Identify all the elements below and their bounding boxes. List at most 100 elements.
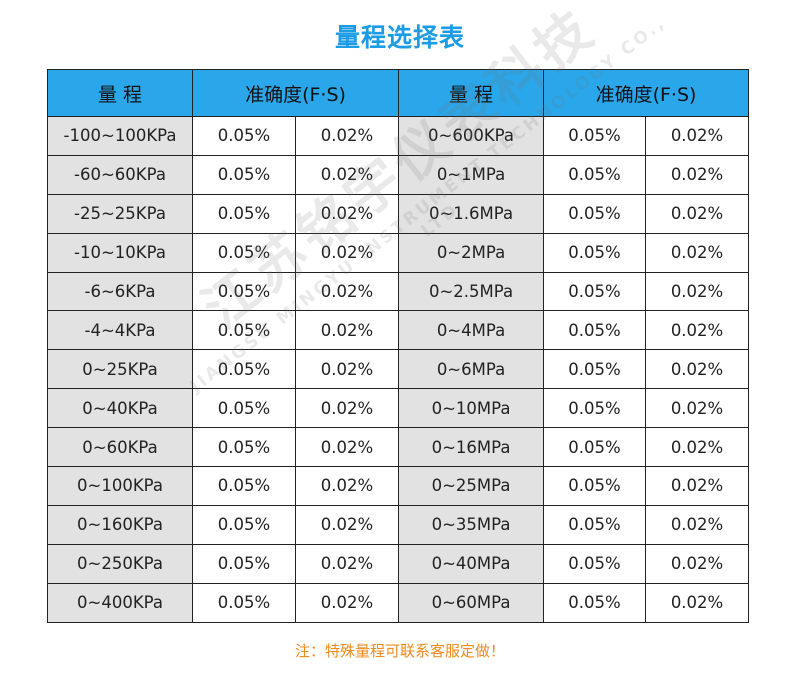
table-row: 0~160KPa 0.05% 0.02% 0~35MPa 0.05% 0.02% (47, 504, 750, 545)
accuracy-cell-left-a: 0.05% (192, 193, 296, 234)
accuracy-cell-right-a: 0.05% (543, 116, 647, 156)
range-cell-left: 0~400KPa (47, 582, 193, 623)
range-cell-left: -25~25KPa (47, 193, 193, 234)
accuracy-cell-right-a: 0.05% (543, 310, 647, 351)
range-cell-right: 0~35MPa (398, 504, 545, 545)
header-accuracy-left: 准确度(F·S) (191, 69, 400, 117)
range-cell-right: 0~1.6MPa (398, 193, 545, 234)
header-range-right: 量 程 (398, 69, 545, 117)
table-row: 0~250KPa 0.05% 0.02% 0~40MPa 0.05% 0.02% (47, 543, 750, 584)
accuracy-cell-right-b: 0.02% (645, 310, 750, 351)
accuracy-cell-right-a: 0.05% (543, 582, 647, 623)
range-cell-left: -6~6KPa (47, 271, 193, 312)
range-cell-left: 0~100KPa (47, 466, 193, 506)
accuracy-cell-left-b: 0.02% (294, 154, 400, 195)
accuracy-cell-right-a: 0.05% (543, 504, 647, 545)
range-cell-right: 0~2MPa (398, 232, 545, 273)
accuracy-cell-right-b: 0.02% (645, 271, 750, 312)
accuracy-cell-right-a: 0.05% (543, 232, 647, 273)
page-title: 量程选择表 (334, 23, 465, 52)
accuracy-cell-left-a: 0.05% (192, 427, 296, 468)
accuracy-cell-left-b: 0.02% (294, 271, 400, 312)
range-cell-left: 0~25KPa (47, 349, 193, 390)
range-cell-left: 0~160KPa (47, 504, 193, 545)
accuracy-cell-right-a: 0.05% (543, 543, 647, 584)
range-cell-left: -60~60KPa (47, 154, 193, 195)
table-row: -4~4KPa 0.05% 0.02% 0~4MPa 0.05% 0.02% (47, 310, 750, 351)
accuracy-cell-left-b: 0.02% (294, 427, 400, 468)
accuracy-cell-left-b: 0.02% (294, 504, 400, 545)
accuracy-cell-left-a: 0.05% (192, 582, 296, 623)
accuracy-cell-right-b: 0.02% (645, 193, 750, 234)
accuracy-cell-left-b: 0.02% (294, 388, 400, 429)
accuracy-cell-right-b: 0.02% (645, 349, 750, 390)
table-row: -10~10KPa 0.05% 0.02% 0~2MPa 0.05% 0.02% (47, 232, 750, 273)
accuracy-cell-right-b: 0.02% (645, 154, 750, 195)
range-cell-left: -10~10KPa (47, 232, 193, 273)
accuracy-cell-right-b: 0.02% (645, 466, 750, 506)
header-accuracy-right: 准确度(F·S) (543, 69, 750, 117)
table-row: -6~6KPa 0.05% 0.02% 0~2.5MPa 0.05% 0.02% (47, 271, 750, 312)
range-cell-right: 0~60MPa (398, 582, 545, 623)
range-cell-left: 0~60KPa (47, 427, 193, 468)
accuracy-cell-left-a: 0.05% (192, 232, 296, 273)
accuracy-cell-right-b: 0.02% (645, 582, 750, 623)
range-cell-left: -4~4KPa (47, 310, 193, 351)
table-row: -100~100KPa 0.05% 0.02% 0~600KPa 0.05% 0.02% (47, 116, 750, 156)
accuracy-cell-right-a: 0.05% (543, 193, 647, 234)
accuracy-cell-left-a: 0.05% (192, 310, 296, 351)
table-row: -60~60KPa 0.05% 0.02% 0~1MPa 0.05% 0.02% (47, 154, 750, 195)
table-row: -25~25KPa 0.05% 0.02% 0~1.6MPa 0.05% 0.02% (47, 193, 750, 234)
range-cell-right: 0~10MPa (398, 388, 545, 429)
range-cell-right: 0~6MPa (398, 349, 545, 390)
table-header-row: 量 程 准确度(F·S) 量 程 准确度(F·S) (47, 69, 750, 117)
range-cell-right: 0~25MPa (398, 466, 545, 506)
accuracy-cell-left-b: 0.02% (294, 582, 400, 623)
range-cell-right: 0~600KPa (398, 116, 545, 156)
accuracy-cell-left-b: 0.02% (294, 310, 400, 351)
accuracy-cell-left-b: 0.02% (294, 349, 400, 390)
accuracy-cell-right-a: 0.05% (543, 388, 647, 429)
table-row: 0~60KPa 0.05% 0.02% 0~16MPa 0.05% 0.02% (47, 427, 750, 468)
accuracy-cell-right-a: 0.05% (543, 427, 647, 468)
header-range-left: 量 程 (47, 69, 193, 117)
accuracy-cell-left-a: 0.05% (192, 349, 296, 390)
accuracy-cell-right-b: 0.02% (645, 232, 750, 273)
range-cell-left: 0~40KPa (47, 388, 193, 429)
range-cell-left: 0~250KPa (47, 543, 193, 584)
accuracy-cell-left-a: 0.05% (192, 271, 296, 312)
accuracy-cell-right-b: 0.02% (645, 543, 750, 584)
accuracy-cell-left-b: 0.02% (294, 466, 400, 506)
accuracy-cell-left-a: 0.05% (192, 504, 296, 545)
accuracy-cell-right-a: 0.05% (543, 349, 647, 390)
table-row: 0~400KPa 0.05% 0.02% 0~60MPa 0.05% 0.02% (47, 582, 750, 623)
range-cell-left: -100~100KPa (47, 116, 193, 156)
table-row: 0~40KPa 0.05% 0.02% 0~10MPa 0.05% 0.02% (47, 388, 750, 429)
table-row: 0~25KPa 0.05% 0.02% 0~6MPa 0.05% 0.02% (47, 349, 750, 390)
accuracy-cell-right-b: 0.02% (645, 388, 750, 429)
accuracy-cell-left-a: 0.05% (192, 388, 296, 429)
accuracy-cell-right-b: 0.02% (645, 504, 750, 545)
accuracy-cell-left-a: 0.05% (192, 116, 296, 156)
accuracy-cell-left-b: 0.02% (294, 116, 400, 156)
range-cell-right: 0~40MPa (398, 543, 545, 584)
accuracy-cell-left-b: 0.02% (294, 193, 400, 234)
footnote: 注：特殊量程可联系客服定做！ (294, 642, 505, 660)
accuracy-cell-right-a: 0.05% (543, 271, 647, 312)
accuracy-cell-left-a: 0.05% (192, 543, 296, 584)
accuracy-cell-right-a: 0.05% (543, 466, 647, 506)
table-row: 0~100KPa 0.05% 0.02% 0~25MPa 0.05% 0.02% (47, 466, 750, 506)
accuracy-cell-left-a: 0.05% (192, 466, 296, 506)
range-cell-right: 0~2.5MPa (398, 271, 545, 312)
range-cell-right: 0~1MPa (398, 154, 545, 195)
table-body: -100~100KPa 0.05% 0.02% 0~600KPa 0.05% 0.02% -… (47, 116, 750, 623)
accuracy-cell-right-a: 0.05% (543, 154, 647, 195)
accuracy-cell-left-b: 0.02% (294, 543, 400, 584)
accuracy-cell-right-b: 0.02% (645, 116, 750, 156)
accuracy-cell-left-a: 0.05% (192, 154, 296, 195)
range-cell-right: 0~16MPa (398, 427, 545, 468)
range-selection-table: 量 程 准确度(F·S) 量 程 准确度(F·S) -100~100KPa 0.0… (47, 69, 750, 623)
accuracy-cell-left-b: 0.02% (294, 232, 400, 273)
accuracy-cell-right-b: 0.02% (645, 427, 750, 468)
range-cell-right: 0~4MPa (398, 310, 545, 351)
